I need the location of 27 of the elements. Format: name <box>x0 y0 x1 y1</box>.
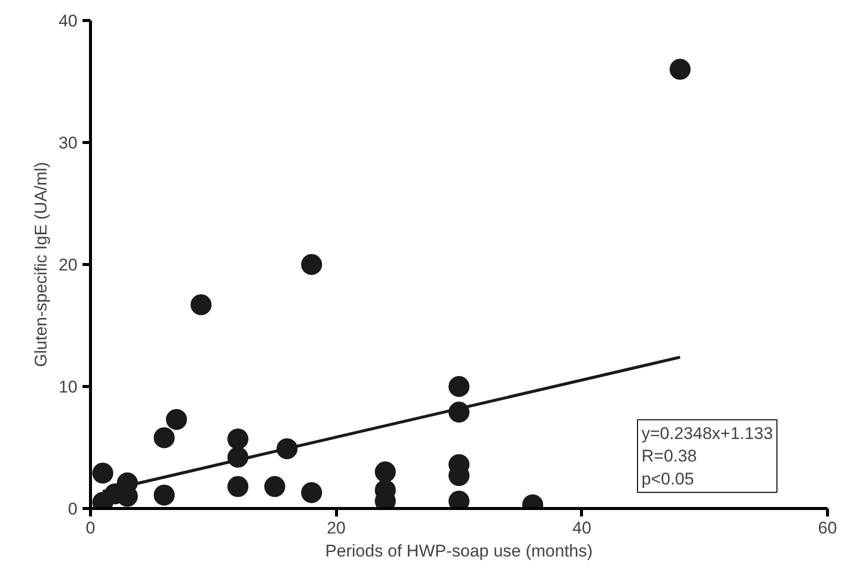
x-tick-label: 40 <box>572 518 592 538</box>
point <box>301 482 322 504</box>
point <box>166 408 187 430</box>
point <box>154 427 175 448</box>
point <box>154 484 175 506</box>
x-tick-label: 0 <box>86 518 96 538</box>
point <box>92 462 114 484</box>
point <box>301 254 322 275</box>
point <box>227 476 248 498</box>
point <box>448 376 470 397</box>
annotation: p<0.05 <box>642 469 694 488</box>
point <box>190 294 212 316</box>
y-tick-label: 20 <box>58 256 78 274</box>
point <box>670 58 691 80</box>
y-tick-label: 0 <box>68 500 78 518</box>
point <box>374 461 396 482</box>
annotation: R=0.38 <box>642 446 697 466</box>
y-tick-label: 10 <box>58 378 78 396</box>
x-axis-title: Periods of HWP-soap use (months) <box>325 542 593 560</box>
x-tick-label: 60 <box>818 518 837 538</box>
point <box>264 476 286 498</box>
y-axis-title: Gluten-specific IgE (UA/ml) <box>32 162 51 367</box>
annotation: y=0.2348x+1.133 <box>642 424 773 443</box>
y-tick-label: 30 <box>58 134 78 152</box>
point <box>227 428 248 450</box>
y-tick-label: 40 <box>58 12 78 30</box>
x-tick-label: 20 <box>326 518 346 538</box>
